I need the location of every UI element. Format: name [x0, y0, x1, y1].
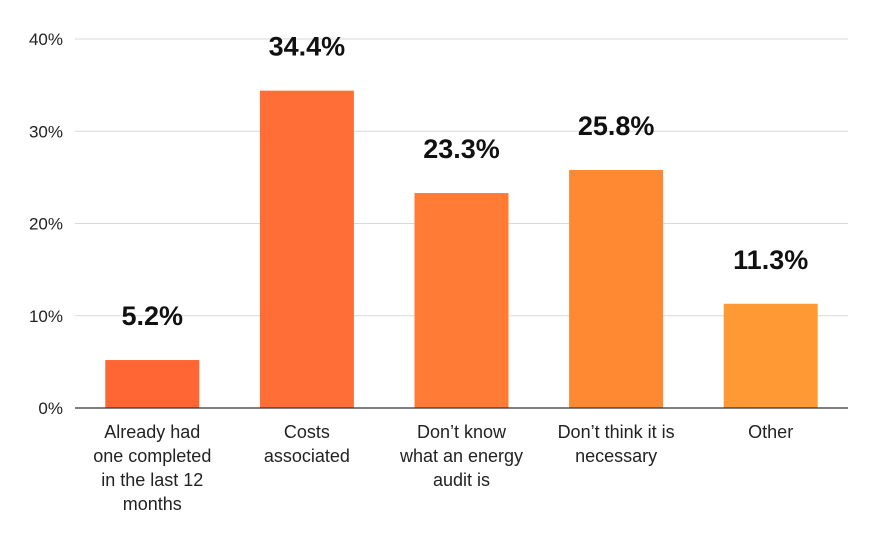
x-category-label-line: Don’t know	[417, 422, 507, 442]
x-category-label: Don’t know what an energy audit is	[399, 422, 523, 490]
y-tick-label: 30%	[29, 122, 63, 141]
x-category-label: Already had one completed in the last 12 mo…	[93, 422, 211, 514]
bar	[569, 169, 664, 408]
x-category-label-line: what an energy	[399, 446, 523, 466]
x-category-label-line: months	[123, 494, 182, 514]
x-category-label-line: associated	[264, 446, 350, 466]
bar	[259, 90, 354, 408]
data-label: 5.2%	[122, 301, 184, 331]
bar	[105, 360, 200, 408]
y-tick-label: 0%	[38, 399, 63, 418]
bar	[414, 193, 509, 408]
x-category-label-line: one completed	[93, 446, 211, 466]
bar	[723, 303, 818, 408]
x-category-label: Costs associated	[264, 422, 350, 466]
x-category-label-line: Already had	[104, 422, 200, 442]
data-label: 11.3%	[733, 245, 808, 275]
y-tick-label: 10%	[29, 307, 63, 326]
x-category-label-line: Costs	[284, 422, 330, 442]
x-category-label-line: necessary	[575, 446, 657, 466]
data-label: 34.4%	[269, 32, 346, 62]
x-category-label-line: audit is	[433, 470, 490, 490]
y-tick-label: 20%	[29, 215, 63, 234]
data-label: 25.8%	[578, 111, 655, 141]
x-category-label-line: in the last 12	[101, 470, 203, 490]
y-tick-label: 40%	[29, 30, 63, 49]
x-category-label-line: Don’t think it is	[558, 422, 675, 442]
x-category-label: Don’t think it is necessary	[558, 422, 675, 466]
data-label: 23.3%	[423, 134, 500, 164]
x-category-label: Other	[748, 422, 793, 442]
x-category-label-line: Other	[748, 422, 793, 442]
